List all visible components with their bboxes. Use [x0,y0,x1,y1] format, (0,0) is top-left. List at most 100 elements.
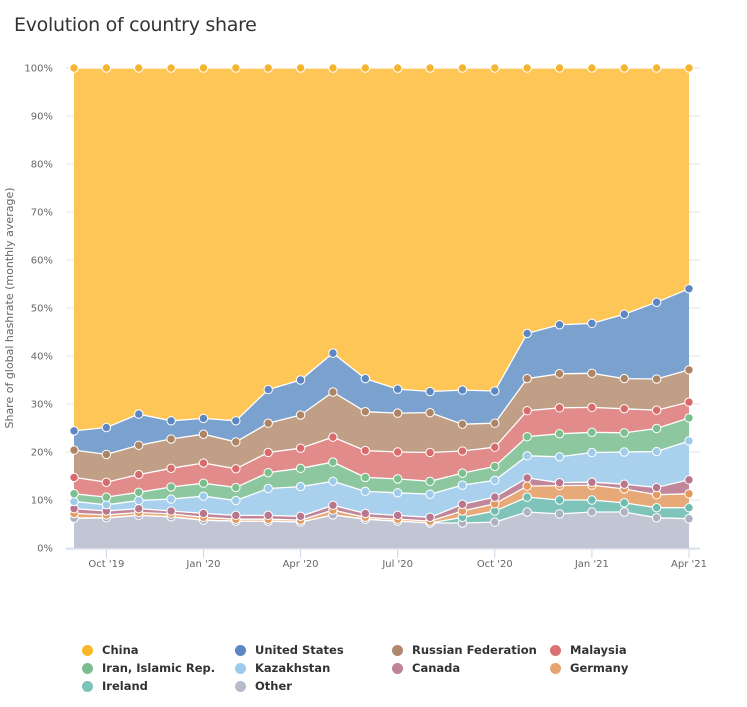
point-iran-islamic-rep[interactable] [101,492,112,502]
point-united-states[interactable] [101,422,112,433]
point-kazakhstan[interactable] [587,447,597,458]
point-iran-islamic-rep[interactable] [457,468,468,478]
point-canada[interactable] [522,473,532,483]
point-iran-islamic-rep[interactable] [198,478,209,488]
point-iran-islamic-rep[interactable] [587,427,597,438]
point-united-states[interactable] [231,416,241,426]
point-russian-federation[interactable] [684,365,694,375]
point-united-states[interactable] [134,409,144,419]
point-canada[interactable] [651,482,662,493]
legend-item[interactable]: China [82,643,139,657]
point-china[interactable] [101,63,112,73]
point-russian-federation[interactable] [490,418,500,428]
point-canada[interactable] [425,512,435,522]
point-russian-federation[interactable] [295,410,306,420]
point-united-states[interactable] [522,328,532,339]
point-russian-federation[interactable] [101,449,112,460]
point-canada[interactable] [490,492,500,502]
point-united-states[interactable] [392,384,403,394]
point-united-states[interactable] [166,416,176,426]
point-iran-islamic-rep[interactable] [360,472,371,483]
point-malaysia[interactable] [490,442,500,452]
point-ireland[interactable] [587,495,597,505]
point-china[interactable] [231,63,241,73]
point-other[interactable] [651,513,662,523]
point-other[interactable] [619,507,629,517]
point-canada[interactable] [554,478,565,488]
point-united-states[interactable] [457,385,468,395]
point-iran-islamic-rep[interactable] [69,489,79,499]
point-malaysia[interactable] [263,447,273,458]
point-china[interactable] [392,63,403,73]
point-china[interactable] [166,63,176,73]
point-kazakhstan[interactable] [425,489,435,499]
point-malaysia[interactable] [166,463,176,474]
point-canada[interactable] [328,500,338,510]
point-kazakhstan[interactable] [101,500,112,510]
point-kazakhstan[interactable] [392,488,403,498]
point-other[interactable] [684,514,694,524]
point-united-states[interactable] [425,386,435,397]
point-china[interactable] [295,63,306,73]
point-china[interactable] [554,63,565,73]
point-russian-federation[interactable] [231,437,241,447]
point-china[interactable] [134,63,144,73]
point-china[interactable] [490,63,500,73]
point-russian-federation[interactable] [619,373,629,384]
point-malaysia[interactable] [619,404,629,414]
point-other[interactable] [587,507,597,517]
point-malaysia[interactable] [587,402,597,413]
point-china[interactable] [522,63,532,73]
point-russian-federation[interactable] [166,434,176,444]
point-china[interactable] [651,63,662,73]
point-united-states[interactable] [263,384,273,395]
point-iran-islamic-rep[interactable] [134,487,144,498]
point-kazakhstan[interactable] [231,495,241,506]
point-germany[interactable] [522,481,532,491]
point-kazakhstan[interactable] [134,495,144,506]
point-russian-federation[interactable] [360,406,371,417]
point-kazakhstan[interactable] [554,452,565,462]
point-russian-federation[interactable] [522,373,532,384]
point-united-states[interactable] [554,320,565,330]
point-russian-federation[interactable] [651,374,662,384]
point-kazakhstan[interactable] [490,475,500,486]
point-kazakhstan[interactable] [522,451,532,461]
point-other[interactable] [554,509,565,519]
point-ireland[interactable] [522,492,532,502]
point-united-states[interactable] [328,348,338,358]
point-united-states[interactable] [587,318,597,329]
point-malaysia[interactable] [392,447,403,457]
point-malaysia[interactable] [101,477,112,487]
point-iran-islamic-rep[interactable] [490,461,500,472]
point-canada[interactable] [392,510,403,521]
point-malaysia[interactable] [360,445,371,456]
point-russian-federation[interactable] [554,369,565,379]
point-kazakhstan[interactable] [360,486,371,497]
legend-item[interactable]: Malaysia [550,643,627,657]
point-malaysia[interactable] [457,446,468,456]
point-germany[interactable] [684,489,694,499]
point-china[interactable] [457,63,468,73]
point-kazakhstan[interactable] [263,483,273,494]
legend-item[interactable]: Russian Federation [392,643,537,657]
point-iran-islamic-rep[interactable] [231,482,241,493]
point-canada[interactable] [231,510,241,521]
point-russian-federation[interactable] [328,387,338,397]
point-iran-islamic-rep[interactable] [263,467,273,478]
point-canada[interactable] [134,503,144,514]
point-iran-islamic-rep[interactable] [425,476,435,486]
point-russian-federation[interactable] [198,429,209,439]
point-ireland[interactable] [554,495,565,505]
point-iran-islamic-rep[interactable] [392,474,403,484]
point-russian-federation[interactable] [392,408,403,418]
point-kazakhstan[interactable] [166,494,176,504]
point-kazakhstan[interactable] [651,446,662,457]
point-malaysia[interactable] [522,406,532,416]
point-china[interactable] [263,63,273,73]
point-united-states[interactable] [198,413,209,424]
legend-item[interactable]: United States [235,643,344,657]
point-iran-islamic-rep[interactable] [651,423,662,434]
point-canada[interactable] [684,475,694,485]
legend-item[interactable]: Kazakhstan [235,661,330,675]
